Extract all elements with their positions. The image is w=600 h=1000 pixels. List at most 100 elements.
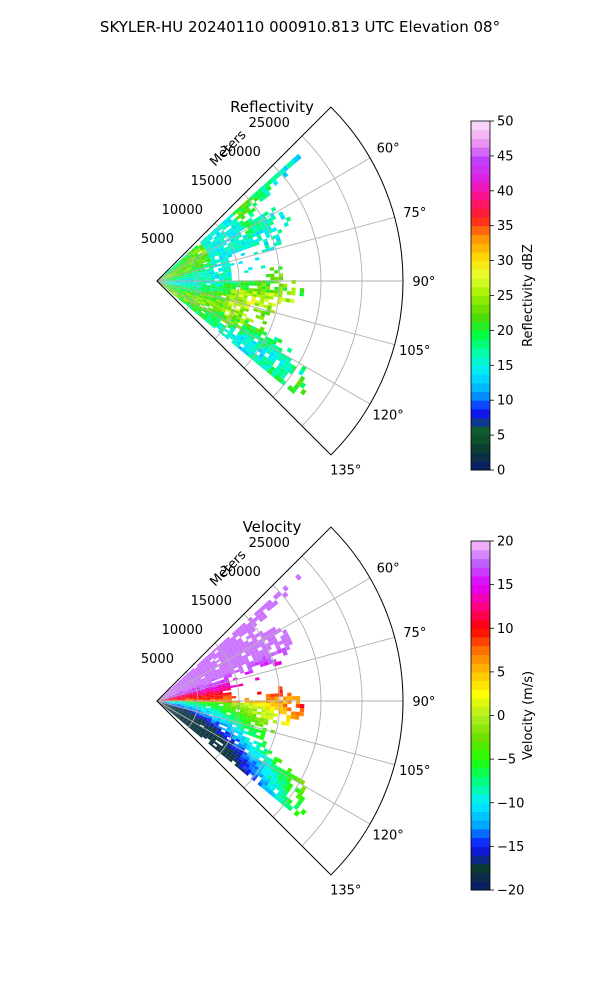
radar-cell <box>226 710 232 713</box>
radar-cell <box>177 711 183 715</box>
radar-cell <box>244 763 251 769</box>
radar-cell <box>299 375 306 383</box>
radar-cell <box>244 705 249 709</box>
radar-cell <box>242 719 247 724</box>
radar-cell <box>206 697 211 700</box>
radar-cell <box>217 305 223 310</box>
colorbar-segment <box>471 461 490 471</box>
radar-cell <box>231 286 236 290</box>
radar-cell <box>210 721 216 725</box>
radar-cell <box>181 293 186 297</box>
radar-cell <box>230 738 236 743</box>
radar-cell <box>240 705 245 708</box>
colorbar-segment <box>471 872 490 882</box>
radar-cell <box>220 718 226 722</box>
radar-cell <box>265 712 270 716</box>
radar-cell <box>200 290 206 293</box>
radar-cell <box>240 627 246 633</box>
radar-cell <box>189 704 194 706</box>
radar-cell <box>268 640 275 646</box>
radar-cell <box>244 287 249 291</box>
radar-cell <box>199 294 205 297</box>
radar-cell <box>201 705 207 708</box>
colorbar-tick-label: 20 <box>497 535 514 550</box>
radar-cell <box>174 289 179 293</box>
radar-cell <box>196 711 201 715</box>
radar-cell <box>239 709 245 713</box>
radar-cell <box>265 311 271 316</box>
radar-cell <box>163 696 168 699</box>
radar-cell <box>165 270 169 274</box>
radar-cell <box>260 294 266 299</box>
radar-cell <box>247 732 253 737</box>
radar-cell <box>175 264 180 268</box>
colorbar-segment <box>471 698 490 708</box>
colorbar-segment <box>471 339 490 349</box>
radar-cell <box>265 693 271 698</box>
radar-cell <box>189 699 194 701</box>
radar-cell <box>219 696 224 699</box>
radar-cell <box>167 282 173 284</box>
radar-cell <box>180 277 185 279</box>
radar-cell <box>200 674 205 679</box>
radar-cell <box>178 260 183 264</box>
radar-cell <box>180 276 185 278</box>
radar-cell <box>271 339 278 346</box>
radar-cell <box>277 293 283 298</box>
radar-cell <box>184 253 189 258</box>
radar-cell <box>240 737 246 742</box>
colorbar-segment <box>471 321 490 331</box>
radar-cell <box>178 688 183 691</box>
radar-cell <box>184 717 189 722</box>
radar-cell <box>185 683 190 687</box>
radar-cell <box>244 770 250 776</box>
radar-cell <box>178 260 183 265</box>
radar-cell <box>285 645 291 651</box>
radar-cell <box>169 690 174 693</box>
radar-cell <box>287 362 294 369</box>
radar-cell <box>185 715 190 719</box>
radar-cell <box>286 798 293 805</box>
radar-cell <box>176 276 181 278</box>
radar-cell <box>222 324 227 329</box>
radar-cell <box>226 265 231 269</box>
radar-cell <box>197 281 203 284</box>
radar-cell <box>195 685 200 689</box>
radar-cell <box>247 217 253 223</box>
radar-cell <box>241 768 247 774</box>
radar-cell <box>256 613 262 620</box>
radar-cell <box>189 279 194 281</box>
colorbar-segment <box>471 286 490 296</box>
radar-cell <box>246 664 252 669</box>
radar-cell <box>266 760 272 767</box>
radar-cell <box>217 714 222 718</box>
radar-cell <box>240 207 246 213</box>
radar-cell <box>275 237 281 243</box>
radar-cell <box>205 708 210 712</box>
radar-cell <box>225 318 231 323</box>
radar-cell <box>223 312 229 317</box>
radar-cell <box>203 252 209 257</box>
velocity-panel: 60°75°90°105°120°135°5000100001500020000… <box>141 518 536 899</box>
radar-cell <box>250 301 256 306</box>
radar-cell <box>267 789 274 795</box>
radar-cell <box>222 750 228 756</box>
colorbar-segment <box>471 671 490 682</box>
radar-cell <box>226 324 232 330</box>
radar-cell <box>167 703 172 705</box>
radar-cell <box>286 714 291 719</box>
radar-cell <box>188 285 194 287</box>
radar-cell <box>191 268 197 271</box>
radar-cell <box>200 667 205 672</box>
radar-cell <box>208 315 213 319</box>
radar-cell <box>242 717 248 721</box>
radar-cell <box>278 283 284 288</box>
radar-cell <box>180 694 185 697</box>
radar-cell <box>282 707 288 712</box>
radar-cell <box>180 285 185 288</box>
radar-cell <box>236 324 242 330</box>
radar-cell <box>182 267 187 271</box>
radar-cell <box>282 370 289 377</box>
radar-cell <box>219 656 224 661</box>
radar-cell <box>240 707 245 711</box>
